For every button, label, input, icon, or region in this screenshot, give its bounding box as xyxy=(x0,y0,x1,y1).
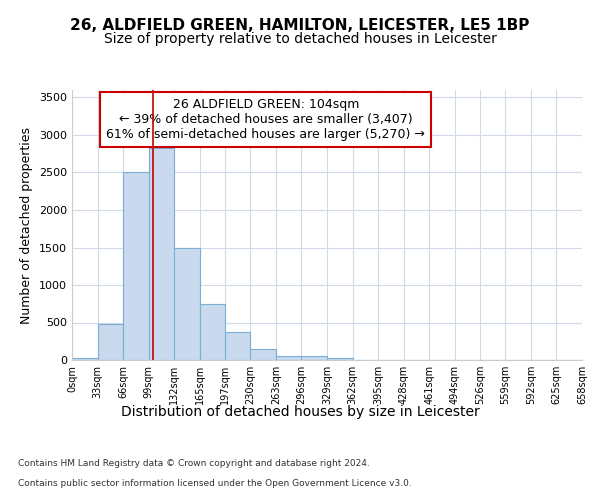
Bar xyxy=(149,148,175,360)
Bar xyxy=(250,349,276,360)
Text: Distribution of detached houses by size in Leicester: Distribution of detached houses by size … xyxy=(121,405,479,419)
Bar xyxy=(200,304,224,360)
Bar xyxy=(327,358,353,360)
Bar xyxy=(123,172,149,360)
Text: 26 ALDFIELD GREEN: 104sqm
← 39% of detached houses are smaller (3,407)
61% of se: 26 ALDFIELD GREEN: 104sqm ← 39% of detac… xyxy=(106,98,425,141)
Bar xyxy=(175,248,200,360)
Text: 26, ALDFIELD GREEN, HAMILTON, LEICESTER, LE5 1BP: 26, ALDFIELD GREEN, HAMILTON, LEICESTER,… xyxy=(70,18,530,32)
Text: Size of property relative to detached houses in Leicester: Size of property relative to detached ho… xyxy=(104,32,496,46)
Bar xyxy=(98,324,123,360)
Text: Contains HM Land Registry data © Crown copyright and database right 2024.: Contains HM Land Registry data © Crown c… xyxy=(18,458,370,468)
Bar xyxy=(276,356,301,360)
Bar xyxy=(224,332,250,360)
Y-axis label: Number of detached properties: Number of detached properties xyxy=(20,126,34,324)
Text: Contains public sector information licensed under the Open Government Licence v3: Contains public sector information licen… xyxy=(18,478,412,488)
Bar xyxy=(301,356,327,360)
Bar xyxy=(72,358,98,360)
